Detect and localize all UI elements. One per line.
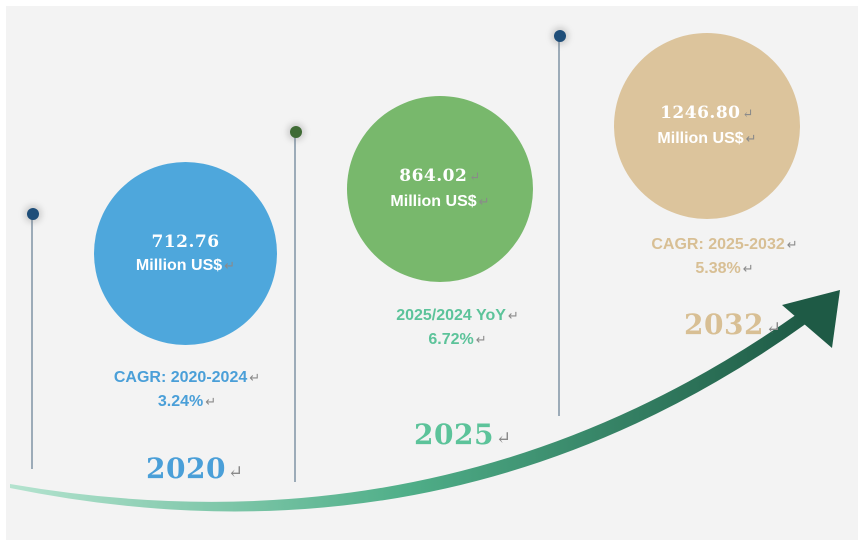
unit-2020: Million US$ ↵: [135, 256, 236, 274]
pin-dot-2032: [554, 30, 566, 42]
pin-line-2025: [294, 134, 296, 482]
unit-2032: Million US$ ↵: [657, 130, 757, 147]
pin-dot-2020: [27, 208, 39, 220]
bubble-2020: 712.76 Million US$ ↵: [94, 162, 277, 345]
pin-line-2032: [558, 38, 560, 416]
stat-2032: CAGR: 2025-2032 ↵ 5.38% ↵: [632, 233, 817, 281]
metric-label-2025: 2025/2024 YoY ↵: [396, 307, 519, 324]
metric-label-2032: CAGR: 2025-2032 ↵: [651, 236, 798, 253]
year-label-2025: 2025 ↵: [414, 418, 512, 451]
bubble-2032: 1246.80 ↵ Million US$ ↵: [614, 33, 800, 219]
metric-value-2025: 6.72% ↵: [428, 331, 487, 348]
value-2032: 1246.80 ↵: [660, 103, 754, 123]
metric-value-2032: 5.38% ↵: [695, 260, 754, 277]
pin-dot-2025: [290, 126, 302, 138]
value-2025: 864.02 ↵: [399, 166, 481, 186]
metric-value-2020: 3.24% ↵: [157, 393, 217, 410]
year-label-2020: 2020 ↵: [146, 452, 244, 485]
bubble-2025: 864.02 ↵ Million US$ ↵: [347, 96, 533, 282]
metric-label-2020: CAGR: 2020-2024 ↵: [113, 369, 261, 386]
stat-2025: 2025/2024 YoY ↵ 6.72% ↵: [370, 304, 545, 352]
unit-2025: Million US$ ↵: [390, 193, 490, 210]
year-label-2032: 2032 ↵: [684, 308, 782, 341]
growth-arrow-body: [10, 312, 807, 512]
growth-arrow-head: [782, 290, 840, 348]
pin-line-2020: [31, 216, 33, 469]
value-2020: 712.76: [151, 231, 220, 252]
stat-2020: CAGR: 2020-2024 ↵ 3.24% ↵: [92, 366, 282, 414]
